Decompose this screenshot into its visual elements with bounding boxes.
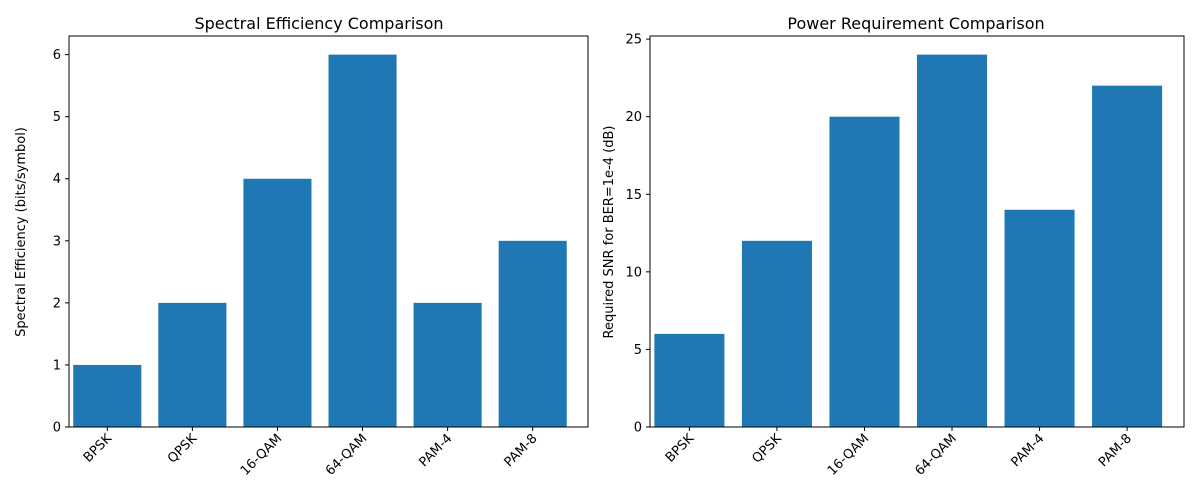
- y-tick-label: 10: [625, 265, 642, 280]
- y-ticks: 0 5 10 15 20 25: [625, 33, 650, 436]
- y-ticks: 0 1 2 3 4 5 6: [53, 48, 69, 436]
- y-tick-label: 2: [53, 296, 61, 311]
- y-tick-label: 0: [53, 421, 61, 436]
- bar-16-qam: [829, 116, 900, 427]
- bar-64-qam: [917, 54, 988, 427]
- bars: [73, 54, 567, 427]
- bar-bpsk: [654, 333, 725, 427]
- bar-pam-8: [1092, 85, 1163, 428]
- y-tick-label: 15: [625, 188, 642, 203]
- chart-title: Spectral Efficiency Comparison: [194, 14, 443, 33]
- spectral-efficiency-chart: Spectral Efficiency Comparison Spectral …: [14, 14, 589, 479]
- y-tick-label: 4: [53, 172, 61, 187]
- bar-pam-8: [498, 240, 567, 427]
- y-tick-label: 25: [625, 33, 642, 48]
- y-axis-label: Required SNR for BER=1e-4 (dB): [602, 126, 617, 339]
- y-tick-label: 5: [53, 110, 61, 125]
- bar-pam-4: [413, 302, 482, 427]
- y-tick-label: 20: [625, 110, 642, 125]
- bars: [654, 54, 1163, 428]
- bar-qpsk: [158, 302, 227, 427]
- bar-64-qam: [328, 54, 397, 427]
- y-tick-label: 3: [53, 234, 61, 249]
- y-tick-label: 1: [53, 358, 61, 373]
- chart-title: Power Requirement Comparison: [787, 14, 1044, 33]
- plot-frame: [649, 35, 1185, 428]
- bar-qpsk: [741, 240, 812, 427]
- bar-16-qam: [243, 178, 312, 427]
- y-tick-label: 6: [53, 48, 61, 63]
- bar-bpsk: [73, 364, 142, 427]
- y-tick-label: 5: [634, 343, 642, 358]
- y-axis-label: Spectral Efficiency (bits/symbol): [14, 127, 29, 337]
- bar-pam-4: [1004, 209, 1075, 427]
- y-tick-label: 0: [634, 421, 642, 436]
- plot-frame: [68, 35, 589, 428]
